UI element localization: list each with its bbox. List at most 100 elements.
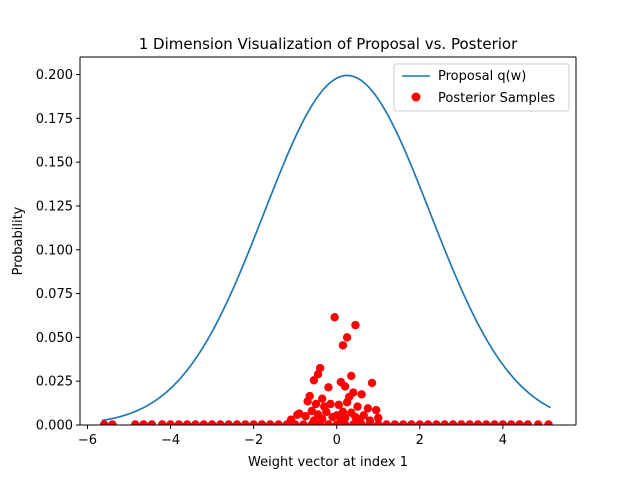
- x-tick-label: −6: [78, 433, 97, 448]
- posterior-sample-point: [515, 420, 524, 425]
- posterior-sample-point: [367, 378, 377, 388]
- posterior-sample-point: [309, 376, 319, 385]
- axes-frame: [79, 56, 577, 426]
- posterior-sample-point: [332, 420, 341, 425]
- x-axis-ticks: −6 −4 −2 0 2 4: [78, 425, 507, 448]
- posterior-sample-point: [363, 404, 373, 413]
- posterior-sample-point: [374, 413, 383, 423]
- posterior-sample-point: [257, 420, 267, 425]
- posterior-sample-point: [324, 420, 333, 425]
- y-tick-label: 0.175: [36, 112, 73, 127]
- posterior-sample-point: [544, 420, 553, 425]
- posterior-sample-point: [342, 333, 352, 342]
- series-layer: [99, 74, 553, 425]
- x-axis-label: Weight vector at index 1: [248, 455, 408, 470]
- posterior-sample-point: [301, 412, 310, 421]
- posterior-sample-point: [523, 420, 533, 425]
- posterior-sample-point: [224, 420, 233, 425]
- posterior-sample-point: [473, 420, 483, 425]
- posterior-sample-point: [482, 420, 491, 425]
- posterior-sample-point: [131, 420, 140, 425]
- posterior-sample-point: [340, 420, 350, 425]
- posterior-sample-point: [440, 420, 449, 425]
- posterior-sample-point: [415, 420, 425, 425]
- y-tick-label: 0.125: [36, 199, 73, 214]
- posterior-sample-point: [423, 420, 433, 425]
- y-tick-label: 0.150: [36, 156, 73, 171]
- y-axis-ticks: 0.000 0.025 0.050 0.075 0.100 0.125 0.150 0.175…: [36, 68, 80, 434]
- posterior-sample-point: [241, 420, 250, 425]
- posterior-sample-point: [266, 420, 275, 425]
- posterior-sample-point: [338, 341, 348, 350]
- posterior-sample-point: [290, 420, 300, 425]
- posterior-sample-point: [299, 420, 308, 425]
- x-tick-label: 2: [416, 433, 424, 448]
- posterior-sample-point: [249, 420, 258, 425]
- posterior-sample-point: [398, 420, 408, 425]
- posterior-sample-point: [182, 420, 192, 425]
- posterior-sample-point: [507, 420, 516, 425]
- posterior-sample-point: [322, 407, 331, 417]
- y-tick-label: 0.025: [36, 375, 73, 390]
- posterior-sample-point: [313, 369, 323, 379]
- posterior-sample-point: [365, 420, 375, 425]
- posterior-sample-point: [490, 420, 499, 425]
- posterior-sample-point: [351, 320, 360, 330]
- x-tick-label: 0: [333, 433, 341, 448]
- posterior-sample-point: [307, 420, 316, 425]
- posterior-sample-point: [371, 405, 381, 415]
- posterior-sample-point: [199, 420, 208, 425]
- y-axis-label: Probability: [11, 206, 26, 275]
- posterior-sample-point: [374, 420, 383, 425]
- posterior-sample-point: [282, 420, 292, 425]
- y-tick-label: 0.100: [36, 243, 73, 258]
- plot-area: [80, 57, 576, 425]
- x-tick-label: −2: [244, 433, 263, 448]
- posterior-sample-point: [342, 398, 352, 407]
- legend: Proposal q(w) Posterior Samples: [393, 63, 570, 112]
- posterior-sample-point: [334, 400, 343, 410]
- posterior-sample-point: [330, 313, 339, 322]
- posterior-sample-point: [311, 399, 321, 409]
- posterior-sample-point: [353, 402, 362, 411]
- posterior-sample-point: [328, 412, 337, 422]
- x-tick-label: −4: [161, 433, 180, 448]
- posterior-sample-point: [147, 420, 157, 425]
- legend-marker-swatch: [411, 92, 421, 102]
- posterior-sample-point: [307, 406, 316, 416]
- posterior-sample-point: [99, 420, 109, 425]
- posterior-sample-point: [158, 420, 167, 425]
- posterior-sample-point: [448, 420, 458, 425]
- posterior-sample-point: [465, 420, 474, 425]
- posterior-sample-point: [347, 371, 356, 381]
- posterior-sample-point: [382, 420, 391, 425]
- chart-title: 1 Dimension Visualization of Proposal vs…: [139, 35, 518, 53]
- posterior-sample-point: [232, 420, 242, 425]
- posterior-sample-point: [432, 420, 441, 425]
- legend-label-posterior: Posterior Samples: [438, 91, 555, 106]
- posterior-sample-point: [357, 390, 366, 399]
- posterior-sample-point: [324, 383, 333, 392]
- y-tick-label: 0.075: [36, 287, 73, 302]
- posterior-sample-point: [293, 410, 302, 420]
- posterior-sample-point: [108, 420, 117, 425]
- legend-box: [393, 63, 570, 112]
- posterior-sample-point: [174, 420, 184, 425]
- posterior-sample-point: [191, 420, 200, 425]
- proposal-curve-line: [101, 74, 552, 422]
- y-tick-label: 0.000: [36, 419, 73, 434]
- x-tick-label: 4: [499, 433, 507, 448]
- posterior-sample-point: [274, 420, 283, 425]
- posterior-sample-point: [315, 420, 325, 425]
- posterior-sample-point: [407, 420, 416, 425]
- posterior-sample-point: [357, 420, 366, 425]
- posterior-sample-point: [166, 420, 175, 425]
- posterior-sample-point: [303, 397, 312, 406]
- posterior-sample-point: [139, 420, 148, 425]
- posterior-sample-point: [498, 420, 508, 425]
- y-tick-label: 0.050: [36, 331, 73, 346]
- legend-label-proposal: Proposal q(w): [438, 69, 526, 84]
- posterior-sample-point: [340, 382, 350, 391]
- posterior-sample-point: [216, 420, 225, 425]
